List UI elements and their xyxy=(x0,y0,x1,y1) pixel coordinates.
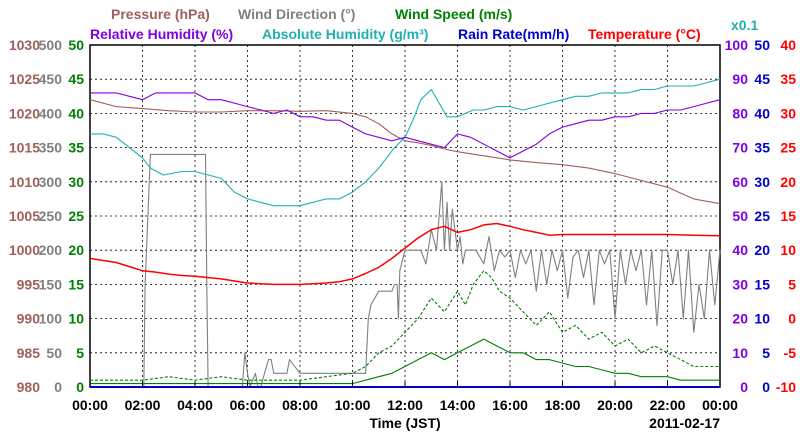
y-tick-temperature: 35 xyxy=(780,71,796,87)
y-tick-rain-rate: 0 xyxy=(762,379,770,395)
legend-temperature: Temperature (°C) xyxy=(588,26,701,42)
legend-relative-humidity: Relative Humidity (%) xyxy=(90,26,233,42)
y-tick-pressure: 1005 xyxy=(9,208,40,224)
legend-pressure: Pressure (hPa) xyxy=(111,6,210,22)
y-tick-rain-rate: 35 xyxy=(754,140,770,156)
y-tick-wind-direction: 450 xyxy=(39,71,63,87)
x-axis-label: Time (JST) xyxy=(369,415,440,431)
y-tick-wind-speed: 45 xyxy=(68,71,84,87)
y-tick-humidity: 80 xyxy=(732,105,748,121)
y-tick-wind-speed: 15 xyxy=(68,276,84,292)
y-tick-pressure: 990 xyxy=(17,311,41,327)
y-tick-rain-rate: 20 xyxy=(754,242,770,258)
y-tick-pressure: 1030 xyxy=(9,37,40,53)
y-tick-wind-speed: 0 xyxy=(76,379,84,395)
y-tick-temperature: 10 xyxy=(780,242,796,258)
y-tick-humidity: 0 xyxy=(740,379,748,395)
y-tick-wind-speed: 40 xyxy=(68,105,84,121)
y-tick-pressure: 1015 xyxy=(9,140,40,156)
y-tick-wind-speed: 30 xyxy=(68,174,84,190)
series-relative-humidity xyxy=(90,92,721,159)
y-tick-temperature: 30 xyxy=(780,105,796,121)
y-tick-humidity: 30 xyxy=(732,276,748,292)
x-tick-label: 14:00 xyxy=(440,397,476,413)
y-tick-humidity: 50 xyxy=(732,208,748,224)
x-tick-label: 16:00 xyxy=(492,397,528,413)
series-temperature xyxy=(89,222,721,286)
y-tick-wind-direction: 150 xyxy=(39,276,63,292)
x-tick-label: 22:00 xyxy=(650,397,686,413)
y-tick-humidity: 60 xyxy=(732,174,748,190)
y-tick-rain-rate: 15 xyxy=(754,276,770,292)
y-tick-pressure: 980 xyxy=(17,379,41,395)
y-tick-pressure: 985 xyxy=(17,345,41,361)
series-wind-speed-max xyxy=(90,270,720,381)
x-tick-label: 02:00 xyxy=(125,397,161,413)
y-tick-rain-rate: 40 xyxy=(754,105,770,121)
y-tick-rain-rate: 5 xyxy=(762,345,770,361)
y-tick-temperature: -10 xyxy=(776,379,796,395)
y-tick-wind-speed: 20 xyxy=(68,242,84,258)
y-tick-pressure: 1010 xyxy=(9,174,40,190)
y-tick-wind-direction: 50 xyxy=(46,345,62,361)
y-tick-wind-direction: 250 xyxy=(39,208,63,224)
y-tick-humidity: 100 xyxy=(725,37,749,53)
x-tick-label: 20:00 xyxy=(597,397,633,413)
y-tick-wind-speed: 50 xyxy=(68,37,84,53)
y-tick-temperature: 20 xyxy=(780,174,796,190)
y-tick-wind-direction: 400 xyxy=(39,105,63,121)
x-tick-label: 10:00 xyxy=(335,397,371,413)
grid xyxy=(90,45,720,387)
series-absolute-humidity xyxy=(90,78,721,207)
y-tick-wind-direction: 300 xyxy=(39,174,63,190)
y-tick-pressure: 1000 xyxy=(9,242,40,258)
x-tick-label: 08:00 xyxy=(282,397,318,413)
legend-wind-speed: Wind Speed (m/s) xyxy=(395,6,512,22)
x-tick-label: 04:00 xyxy=(177,397,213,413)
y-tick-wind-speed: 25 xyxy=(68,208,84,224)
y-tick-temperature: 40 xyxy=(780,37,796,53)
y-tick-temperature: 25 xyxy=(780,140,796,156)
series-wind-direction xyxy=(90,153,721,388)
series-wind-speed-mean xyxy=(90,338,720,385)
y-tick-wind-direction: 350 xyxy=(39,140,63,156)
y-tick-pressure: 995 xyxy=(17,276,41,292)
x-tick-label: 00:00 xyxy=(72,397,108,413)
y-tick-wind-direction: 200 xyxy=(39,242,63,258)
y-tick-temperature: 5 xyxy=(788,276,796,292)
y-tick-rain-rate: 45 xyxy=(754,71,770,87)
legend-rain-rate: Rain Rate(mm/h) xyxy=(458,26,569,42)
x-tick-label: 06:00 xyxy=(230,397,266,413)
date-label: 2011-02-17 xyxy=(649,415,720,431)
y-tick-humidity: 70 xyxy=(732,140,748,156)
y-tick-humidity: 40 xyxy=(732,242,748,258)
x-tick-label: 00:00 xyxy=(702,397,738,413)
y-tick-humidity: 10 xyxy=(732,345,748,361)
legend-absolute-humidity: Absolute Humidity (g/m³) xyxy=(262,26,428,42)
axis-labels: 1030102510201015101010051000995990985980… xyxy=(9,37,796,413)
y-tick-wind-speed: 10 xyxy=(68,311,84,327)
y-tick-wind-speed: 35 xyxy=(68,140,84,156)
y-tick-temperature: -5 xyxy=(784,345,797,361)
y-tick-temperature: 0 xyxy=(788,311,796,327)
y-tick-rain-rate: 10 xyxy=(754,311,770,327)
y-tick-wind-direction: 100 xyxy=(39,311,63,327)
y-tick-wind-direction: 500 xyxy=(39,37,63,53)
series-pressure xyxy=(89,99,721,205)
y-tick-humidity: 90 xyxy=(732,71,748,87)
x-tick-label: 12:00 xyxy=(387,397,423,413)
y-tick-rain-rate: 25 xyxy=(754,208,770,224)
y-tick-pressure: 1020 xyxy=(9,105,40,121)
y-tick-wind-speed: 5 xyxy=(76,345,84,361)
y-tick-rain-rate: 30 xyxy=(754,174,770,190)
x-tick-label: 18:00 xyxy=(545,397,581,413)
y-tick-wind-direction: 0 xyxy=(54,379,62,395)
y-tick-temperature: 15 xyxy=(780,208,796,224)
legend-wind-direction: Wind Direction (°) xyxy=(238,6,355,22)
y-tick-humidity: 20 xyxy=(732,311,748,327)
scale-note: x0.1 xyxy=(731,17,758,33)
y-tick-pressure: 1025 xyxy=(9,71,40,87)
y-tick-rain-rate: 50 xyxy=(754,37,770,53)
